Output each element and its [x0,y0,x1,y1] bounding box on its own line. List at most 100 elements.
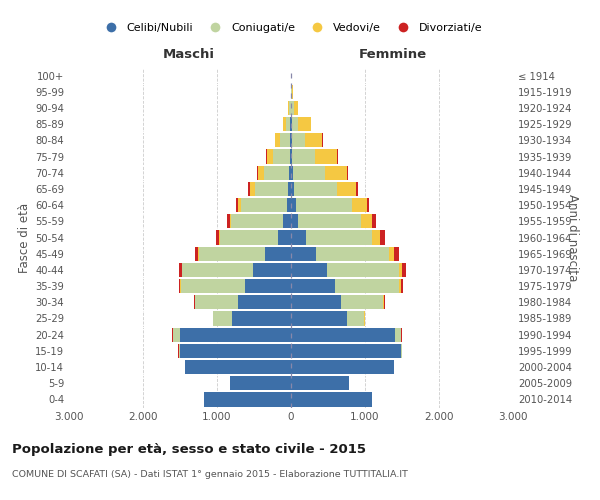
Bar [298,117,311,132]
Y-axis label: Anni di nascita: Anni di nascita [566,194,580,281]
Bar [179,344,180,358]
Bar [335,279,399,293]
Bar [289,166,291,180]
Bar [401,279,403,293]
Bar [248,182,250,196]
Bar [245,279,291,293]
Bar [291,166,293,180]
Bar [347,312,364,326]
Bar [232,312,291,326]
Bar [316,150,337,164]
Bar [216,230,219,244]
Bar [283,214,291,228]
Bar [291,246,316,261]
Text: Maschi: Maschi [163,48,215,60]
Bar [278,230,291,244]
Bar [292,150,316,164]
Bar [280,133,290,148]
Bar [373,230,380,244]
Bar [230,214,231,228]
Bar [291,295,341,310]
Bar [326,263,399,277]
Bar [241,198,287,212]
Bar [291,230,306,244]
Bar [220,230,278,244]
Bar [179,263,182,277]
Bar [291,328,395,342]
Y-axis label: Fasce di età: Fasce di età [18,202,31,272]
Bar [291,376,349,390]
Bar [275,133,280,148]
Bar [402,263,406,277]
Bar [258,166,263,180]
Bar [367,198,369,212]
Bar [266,150,272,164]
Bar [356,182,358,196]
Text: Popolazione per età, sesso e stato civile - 2015: Popolazione per età, sesso e stato civil… [12,442,366,456]
Bar [291,198,296,212]
Bar [296,198,352,212]
Bar [173,328,180,342]
Bar [290,133,291,148]
Bar [180,344,291,358]
Bar [290,117,291,132]
Bar [199,246,265,261]
Bar [287,198,291,212]
Bar [198,246,199,261]
Bar [235,198,238,212]
Bar [179,279,181,293]
Bar [305,133,322,148]
Bar [395,328,401,342]
Bar [292,117,298,132]
Bar [291,344,401,358]
Bar [290,150,291,164]
Bar [291,392,373,406]
Bar [306,230,373,244]
Bar [250,182,255,196]
Bar [380,230,385,244]
Bar [272,150,290,164]
Bar [337,150,338,164]
Bar [325,166,347,180]
Bar [291,182,295,196]
Bar [316,246,389,261]
Bar [291,263,326,277]
Bar [253,263,291,277]
Bar [288,182,291,196]
Bar [341,295,383,310]
Bar [291,133,292,148]
Bar [289,101,290,115]
Bar [295,182,337,196]
Bar [291,360,394,374]
Bar [394,246,399,261]
Bar [298,214,361,228]
Bar [337,182,356,196]
Bar [257,166,258,180]
Bar [265,246,291,261]
Bar [291,214,298,228]
Bar [255,182,288,196]
Bar [293,101,298,115]
Bar [219,230,220,244]
Bar [291,312,347,326]
Bar [181,279,245,293]
Bar [195,295,238,310]
Text: Femmine: Femmine [359,48,427,60]
Bar [292,133,305,148]
Legend: Celibi/Nubili, Coniugati/e, Vedovi/e, Divorziati/e: Celibi/Nubili, Coniugati/e, Vedovi/e, Di… [95,18,487,38]
Bar [292,84,293,99]
Bar [238,198,241,212]
Bar [231,214,283,228]
Bar [291,279,335,293]
Bar [238,295,291,310]
Bar [203,392,291,406]
Bar [185,360,291,374]
Bar [291,117,292,132]
Bar [292,101,293,115]
Bar [399,279,401,293]
Bar [195,246,198,261]
Text: COMUNE DI SCAFATI (SA) - Dati ISTAT 1° gennaio 2015 - Elaborazione TUTTITALIA.IT: COMUNE DI SCAFATI (SA) - Dati ISTAT 1° g… [12,470,408,479]
Bar [214,312,232,326]
Bar [373,214,376,228]
Bar [399,263,402,277]
